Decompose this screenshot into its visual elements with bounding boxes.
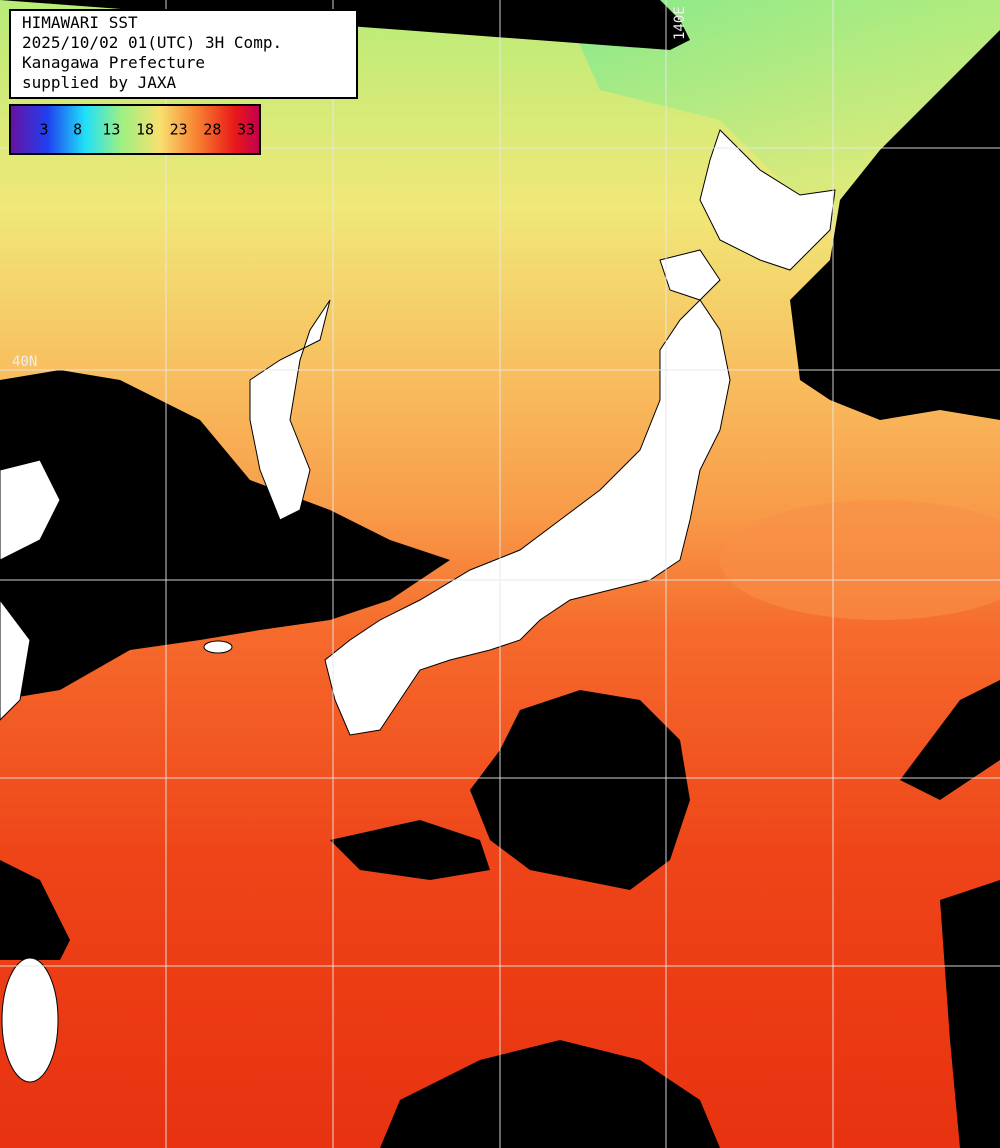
cloud	[470, 690, 690, 890]
cloud	[330, 820, 490, 880]
latitude-label: 40N	[12, 354, 37, 370]
colorbar-tick-label: 18	[136, 121, 154, 139]
cloud	[790, 30, 1000, 420]
title-frame	[9, 9, 358, 99]
title-line: HIMAWARI SST	[22, 13, 138, 32]
colorbar-tick-label: 3	[39, 121, 48, 139]
longitude-label: 140E	[672, 6, 688, 40]
cloud	[900, 680, 1000, 800]
title-line: 2025/10/02 01(UTC) 3H Comp.	[22, 33, 282, 52]
honshu	[324, 299, 731, 736]
land	[0, 129, 836, 1083]
hokkaido	[699, 129, 836, 271]
title-line: supplied by JAXA	[22, 73, 176, 92]
colorbar-tick-label: 23	[170, 121, 188, 139]
cloud	[940, 880, 1000, 1148]
colorbar-tick-label: 8	[73, 121, 82, 139]
land	[249, 299, 331, 521]
colorbar: 3 8 13 18 23 28 33	[9, 104, 261, 155]
land	[0, 459, 61, 561]
land	[0, 599, 31, 721]
cloud	[0, 370, 450, 700]
cloud	[380, 1040, 720, 1148]
colorbar-scale	[9, 104, 261, 155]
title-line: Kanagawa Prefecture	[22, 53, 205, 72]
colorbar-tick-label: 33	[237, 121, 255, 139]
land	[659, 249, 721, 301]
cloud	[0, 860, 70, 960]
warm-water	[720, 500, 1000, 620]
taiwan	[1, 957, 59, 1083]
island	[203, 640, 233, 654]
colorbar-tick-label: 13	[102, 121, 120, 139]
colorbar-tick-label: 28	[203, 121, 221, 139]
